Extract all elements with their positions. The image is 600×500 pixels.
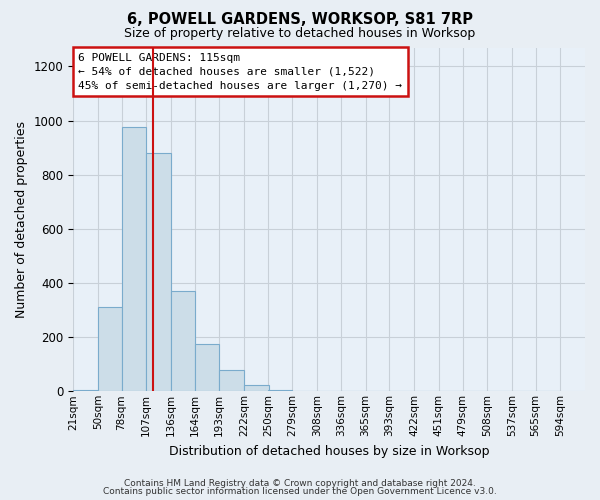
X-axis label: Distribution of detached houses by size in Worksop: Distribution of detached houses by size … <box>169 444 489 458</box>
Bar <box>146 153 171 392</box>
Text: Size of property relative to detached houses in Worksop: Size of property relative to detached ho… <box>124 28 476 40</box>
Bar <box>220 370 244 392</box>
Bar <box>122 128 146 392</box>
Text: Contains HM Land Registry data © Crown copyright and database right 2024.: Contains HM Land Registry data © Crown c… <box>124 478 476 488</box>
Bar <box>73 390 98 392</box>
Bar <box>244 386 269 392</box>
Text: 6, POWELL GARDENS, WORKSOP, S81 7RP: 6, POWELL GARDENS, WORKSOP, S81 7RP <box>127 12 473 28</box>
Bar <box>171 291 196 392</box>
Text: 6 POWELL GARDENS: 115sqm
← 54% of detached houses are smaller (1,522)
45% of sem: 6 POWELL GARDENS: 115sqm ← 54% of detach… <box>78 52 402 90</box>
Text: Contains public sector information licensed under the Open Government Licence v3: Contains public sector information licen… <box>103 487 497 496</box>
Bar <box>194 344 220 392</box>
Y-axis label: Number of detached properties: Number of detached properties <box>15 121 28 318</box>
Bar <box>268 390 292 392</box>
Bar <box>98 308 122 392</box>
